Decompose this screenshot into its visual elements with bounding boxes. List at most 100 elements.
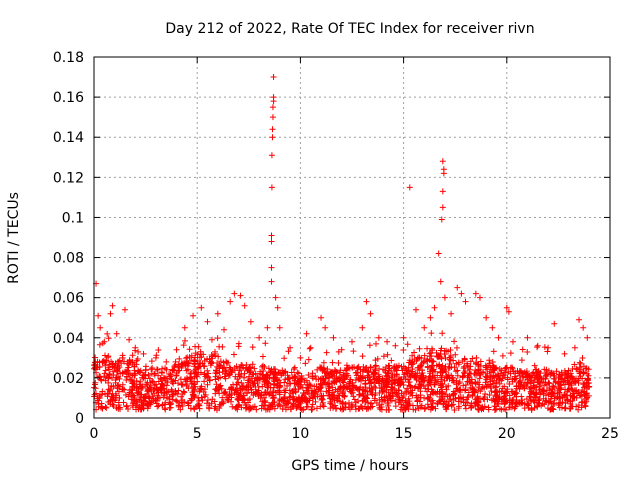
data-point [181,399,188,406]
data-point [364,395,371,402]
data-point [123,376,130,383]
x-tick-label: 15 [395,426,413,442]
data-point [191,406,198,413]
data-point [458,290,465,297]
data-point [424,382,431,389]
data-point [408,389,415,396]
data-point [234,406,241,413]
data-point [340,379,347,386]
data-point [449,374,456,381]
data-point [351,396,358,403]
data-point [561,350,568,357]
data-point [263,377,270,384]
data-point [490,348,497,355]
data-point [300,389,307,396]
data-point [249,344,256,351]
data-point [524,400,531,407]
data-point [517,400,524,407]
data-point [335,386,342,393]
data-point [347,406,354,413]
data-point [408,361,415,368]
data-point [485,404,492,411]
data-point [454,372,461,379]
data-point [272,370,279,377]
data-point [281,402,288,409]
data-point [152,354,159,361]
data-point [495,334,502,341]
data-point [214,310,221,317]
data-point [206,405,213,412]
data-point [375,334,382,341]
data-point [477,371,484,378]
x-axis-label: GPS time / hours [291,458,408,474]
data-point [96,341,103,348]
data-point [531,384,538,391]
data-point [546,384,553,391]
data-point [113,330,120,337]
data-point [340,371,347,378]
data-point [461,363,468,370]
data-point [512,389,519,396]
data-point [95,403,102,410]
data-point [496,366,503,373]
data-point [290,396,297,403]
data-point [491,365,498,372]
data-point [359,353,366,360]
data-point [476,294,483,301]
data-point [437,347,444,354]
data-point [329,384,336,391]
data-point [162,406,169,413]
data-point [424,388,431,395]
data-point [503,397,510,404]
data-point [134,356,141,363]
data-point [173,346,180,353]
data-point [549,405,556,412]
data-point [240,364,247,371]
data-point [91,391,98,398]
data-point [188,370,195,377]
data-point [448,310,455,317]
data-point [212,376,219,383]
data-point [366,342,373,349]
data-point [439,158,446,165]
data-point [217,374,224,381]
data-point [284,382,291,389]
data-point [176,355,183,362]
data-point [575,379,582,386]
data-point [233,381,240,388]
axis-ticks: 0 5 10 15 20 25 0 0.02 0.04 0.06 0.08 0.1 0.12 0.14 0.… [53,50,619,442]
data-point [120,386,127,393]
data-point [334,394,341,401]
data-point [173,397,180,404]
data-point [129,352,136,359]
data-point [536,400,543,407]
data-point [384,379,391,386]
data-point [550,383,557,390]
data-point [167,400,174,407]
data-point [106,387,113,394]
data-point [301,379,308,386]
data-point [388,357,395,364]
data-point [212,386,219,393]
data-point [456,379,463,386]
data-point [527,388,534,395]
data-point [306,345,313,352]
data-point [99,405,106,412]
data-point [137,394,144,401]
data-point [140,350,147,357]
data-point [473,395,480,402]
data-point [178,393,185,400]
data-point [179,403,186,410]
data-point [473,400,480,407]
data-point [314,393,321,400]
y-tick-label: 0.02 [53,371,84,387]
data-point [122,368,129,375]
data-point [182,360,189,367]
data-point [432,405,439,412]
data-point [542,397,549,404]
data-point [247,318,254,325]
data-point [482,391,489,398]
data-point [101,338,108,345]
data-point [144,400,151,407]
data-point [360,373,367,380]
